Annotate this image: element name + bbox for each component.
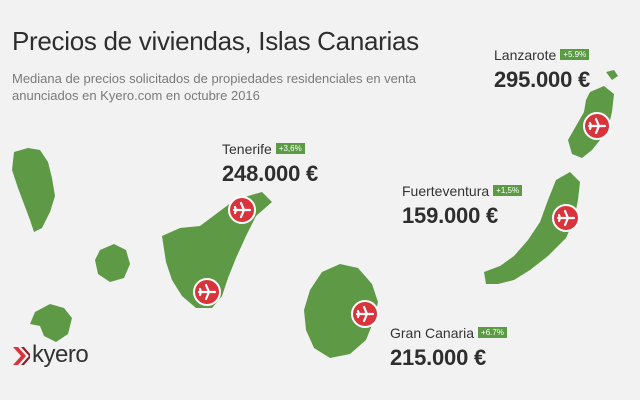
change-badge: +1,5% xyxy=(493,185,523,197)
change-badge: +6.7% xyxy=(478,327,507,339)
island-gran-canaria xyxy=(304,264,378,358)
median-price: 248.000 € xyxy=(222,161,319,186)
median-price: 295.000 € xyxy=(494,67,591,92)
label-gran-canaria: Gran Canaria +6.7% 215.000 € xyxy=(390,324,507,371)
change-badge: +5.9% xyxy=(560,49,590,61)
island-fuerteventura xyxy=(484,172,580,284)
label-lanzarote: Lanzarote +5.9% 295.000 € xyxy=(494,46,590,93)
airplane-icon xyxy=(192,277,222,307)
map-subtitle: Mediana de precios solicitados de propie… xyxy=(12,71,416,103)
airplane-icon xyxy=(350,299,380,329)
island-el-hierro xyxy=(30,304,72,342)
island-name: Gran Canaria xyxy=(390,324,475,341)
island-la-gomera xyxy=(95,244,130,282)
airplane-icon xyxy=(551,203,581,233)
label-tenerife: Tenerife +3,6% 248.000 € xyxy=(222,140,318,187)
island-la-palma xyxy=(12,148,55,232)
island-name: Fuerteventura xyxy=(402,182,490,199)
label-fuerteventura: Fuerteventura +1,5% 159.000 € xyxy=(402,182,523,229)
brand-name: kyero xyxy=(32,341,89,368)
island-la-graciosa xyxy=(606,70,618,80)
island-name: Tenerife xyxy=(222,140,272,157)
kyero-logo-icon xyxy=(13,347,30,365)
median-price: 215.000 € xyxy=(390,345,487,370)
island-name: Lanzarote xyxy=(494,46,557,63)
change-badge: +3,6% xyxy=(275,143,305,155)
median-price: 159.000 € xyxy=(402,203,499,228)
airplane-icon xyxy=(582,111,612,141)
airplane-icon xyxy=(227,195,257,225)
map-title: Precios de viviendas, Islas Canarias xyxy=(12,26,419,56)
